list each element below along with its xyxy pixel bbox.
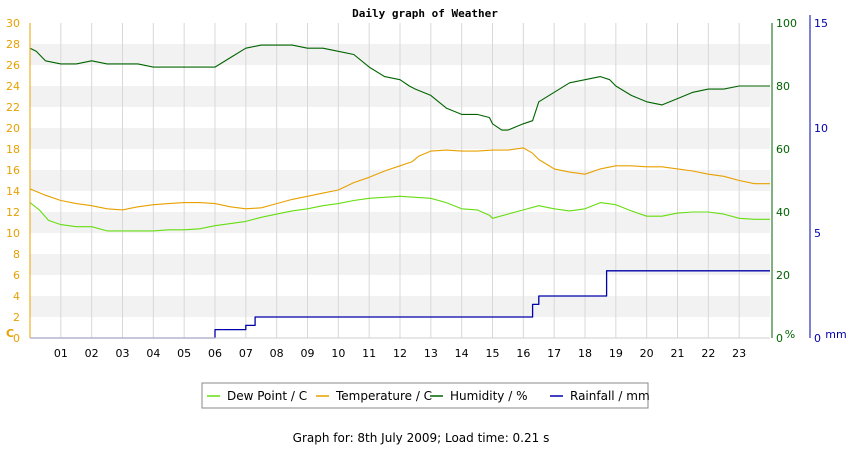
y-left-tick-label: 0 — [13, 332, 20, 345]
chart-title: Daily graph of Weather — [352, 7, 498, 20]
vertical-gridlines — [60, 23, 740, 338]
rain-axis-unit: mm — [825, 328, 846, 341]
legend: Dew Point / C Temperature / C Humidity / %… — [201, 382, 650, 409]
x-tick-label: 21 — [671, 347, 685, 360]
x-tick-label: 14 — [455, 347, 469, 360]
y-left-tick-label: 18 — [6, 143, 20, 156]
x-tick-label: 22 — [701, 347, 715, 360]
axes: 0246810121416182022242628300204060801000… — [6, 15, 828, 360]
series-line-temperature — [29, 147, 770, 211]
series-layer — [29, 44, 770, 339]
y-left-tick-label: 8 — [13, 248, 20, 261]
y-left-tick-label: 22 — [6, 101, 20, 114]
x-tick-label: 11 — [362, 347, 376, 360]
x-tick-label: 06 — [208, 347, 222, 360]
x-tick-label: 08 — [270, 347, 284, 360]
y-rain-tick-label: 15 — [814, 17, 828, 30]
series-line-rainfall — [30, 270, 770, 339]
x-tick-label: 12 — [393, 347, 407, 360]
y-left-tick-label: 20 — [6, 122, 20, 135]
x-tick-label: 16 — [516, 347, 530, 360]
x-tick-label: 02 — [85, 347, 99, 360]
x-tick-label: 01 — [54, 347, 68, 360]
y-humidity-tick-label: 60 — [776, 143, 790, 156]
left-axis-unit: C — [6, 327, 14, 340]
x-tick-label: 23 — [732, 347, 746, 360]
legend-label: Dew Point / C — [227, 389, 307, 403]
y-rain-tick-label: 0 — [814, 332, 821, 345]
y-humidity-tick-label: 0 — [776, 332, 783, 345]
x-tick-label: 10 — [331, 347, 345, 360]
y-rain-tick-label: 5 — [814, 227, 821, 240]
y-left-tick-label: 6 — [13, 269, 20, 282]
x-tick-label: 18 — [578, 347, 592, 360]
y-left-tick-label: 14 — [6, 185, 20, 198]
x-tick-label: 20 — [640, 347, 654, 360]
y-left-tick-label: 4 — [13, 290, 20, 303]
footer-caption: Graph for: 8th July 2009; Load time: 0.2… — [293, 431, 550, 445]
legend-box — [201, 382, 649, 409]
y-left-tick-label: 26 — [6, 59, 20, 72]
x-tick-label: 19 — [609, 347, 623, 360]
y-left-tick-label: 16 — [6, 164, 20, 177]
y-humidity-tick-label: 40 — [776, 206, 790, 219]
y-left-tick-label: 10 — [6, 227, 20, 240]
y-left-tick-label: 24 — [6, 80, 20, 93]
x-tick-label: 13 — [424, 347, 438, 360]
series-line-humidity — [29, 44, 770, 131]
x-tick-label: 05 — [177, 347, 191, 360]
x-tick-label: 03 — [116, 347, 130, 360]
x-tick-label: 04 — [146, 347, 160, 360]
y-humidity-tick-label: 80 — [776, 80, 790, 93]
y-left-tick-label: 2 — [13, 311, 20, 324]
legend-label: Temperature / C — [335, 389, 432, 403]
x-tick-label: 09 — [301, 347, 315, 360]
y-left-tick-label: 28 — [6, 38, 20, 51]
y-humidity-tick-label: 100 — [776, 17, 797, 30]
humidity-axis-unit: % — [785, 328, 795, 341]
legend-label: Rainfall / mm — [570, 389, 650, 403]
x-tick-label: 17 — [547, 347, 561, 360]
series-line-dew — [29, 195, 770, 232]
y-left-tick-label: 12 — [6, 206, 20, 219]
y-rain-tick-label: 10 — [814, 122, 828, 135]
y-left-tick-label: 30 — [6, 17, 20, 30]
x-tick-label: 15 — [486, 347, 500, 360]
y-humidity-tick-label: 20 — [776, 269, 790, 282]
legend-label: Humidity / % — [450, 389, 527, 403]
x-tick-label: 07 — [239, 347, 253, 360]
